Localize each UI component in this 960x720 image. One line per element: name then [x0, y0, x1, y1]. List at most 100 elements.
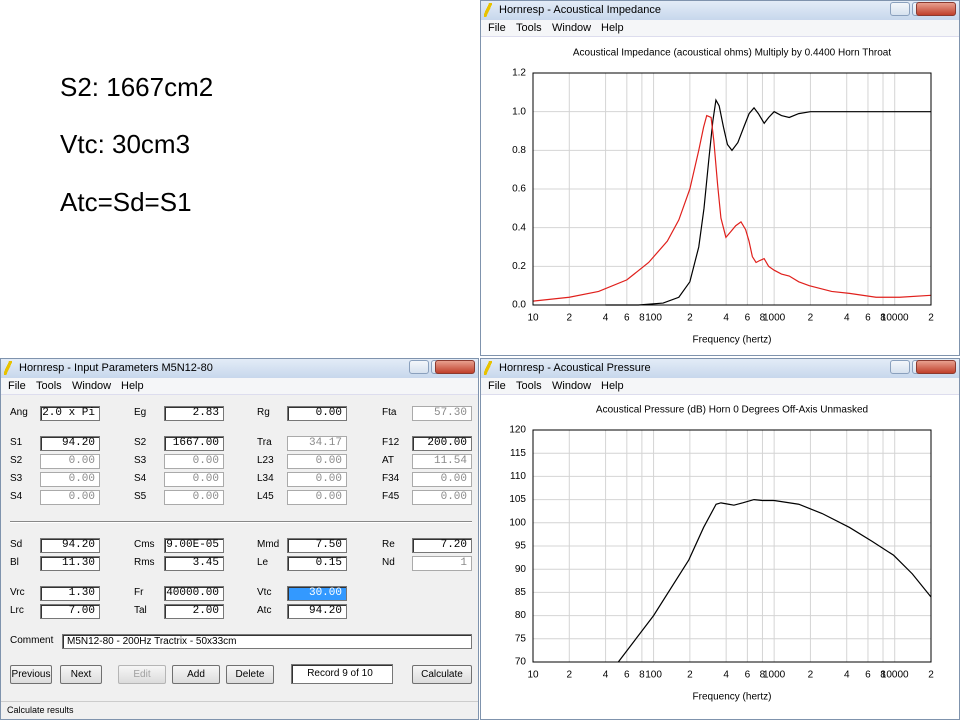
param-label: Tra [257, 437, 272, 448]
title-bar: Hornresp - Input Parameters M5N12-80 [1, 359, 478, 378]
param-label: Tal [134, 605, 147, 616]
param-field[interactable]: 0.00 [287, 490, 347, 505]
param-field[interactable]: 200.00 [412, 436, 472, 451]
param-field[interactable]: 2.83 [164, 406, 224, 421]
menu-item[interactable]: Help [601, 22, 624, 34]
menu-item[interactable]: Tools [36, 380, 62, 392]
param-field[interactable]: 0.00 [40, 490, 100, 505]
param-label: S2 [134, 437, 147, 448]
menu-item[interactable]: Window [552, 380, 592, 392]
param-field[interactable]: 0.00 [287, 406, 347, 421]
param-field[interactable]: 94.20 [40, 538, 100, 553]
param-label: Lrc [10, 605, 24, 616]
menu-item[interactable]: File [488, 22, 506, 34]
menu-item[interactable]: File [8, 380, 26, 392]
param-field[interactable]: 0.00 [412, 472, 472, 487]
menu-item[interactable]: Window [72, 380, 112, 392]
param-field[interactable]: 94.20 [40, 436, 100, 451]
button[interactable]: Next [60, 665, 102, 684]
button[interactable]: Calculate [412, 665, 472, 684]
param-field[interactable]: 57.30 [412, 406, 472, 421]
menu-item[interactable]: Help [601, 380, 624, 392]
note-text: S2: 1667cm2 [60, 72, 214, 102]
menu-item[interactable]: Window [552, 22, 592, 34]
param-field[interactable]: 2.00 [164, 604, 224, 619]
param-label: Sd [10, 539, 23, 550]
app-icon [4, 361, 12, 375]
param-field[interactable]: 7.00 [40, 604, 100, 619]
param-label: S4 [10, 491, 23, 502]
param-label: S4 [134, 473, 147, 484]
note-text: Vtc: 30cm3 [60, 129, 191, 159]
param-label: Vtc [257, 587, 272, 598]
param-label: S5 [134, 491, 147, 502]
comment-field[interactable]: M5N12-80 - 200Hz Tractrix - 50x33cm [62, 634, 472, 649]
note-text: Atc=Sd=S1 [60, 187, 192, 217]
param-field[interactable]: 94.20 [287, 604, 347, 619]
param-field[interactable]: 1667.00 [164, 436, 224, 451]
param-label: Bl [10, 557, 19, 568]
param-label: Rg [257, 407, 270, 418]
param-field[interactable]: 0.00 [164, 490, 224, 505]
menu-item[interactable]: Help [121, 380, 144, 392]
param-field[interactable]: 0.00 [40, 454, 100, 469]
button: Edit [118, 665, 166, 684]
status-bar: Calculate results [1, 701, 478, 719]
param-field[interactable]: 9.00E-05 [164, 538, 224, 553]
menu-item[interactable]: File [488, 380, 506, 392]
button[interactable]: Delete [226, 665, 274, 684]
param-field[interactable]: 0.00 [287, 454, 347, 469]
param-field[interactable]: 7.20 [412, 538, 472, 553]
title-bar: Hornresp - Acoustical Impedance [481, 1, 959, 20]
window-close-button[interactable] [916, 360, 956, 374]
menu-item[interactable]: Tools [516, 22, 542, 34]
menu-bar [481, 378, 959, 395]
menu-item[interactable]: Tools [516, 380, 542, 392]
param-field[interactable]: 30.00 [287, 586, 347, 601]
window [480, 0, 960, 356]
param-field[interactable]: 40000.00 [164, 586, 224, 601]
param-label: Fr [134, 587, 144, 598]
param-field[interactable]: 7.50 [287, 538, 347, 553]
param-field[interactable]: 11.30 [40, 556, 100, 571]
param-label: Cms [134, 539, 155, 550]
param-label: F45 [382, 491, 400, 502]
param-label: Nd [382, 557, 395, 568]
window-min-button[interactable] [890, 360, 910, 374]
param-field[interactable]: 0.00 [287, 472, 347, 487]
param-label: AT [382, 455, 395, 466]
param-field[interactable]: 34.17 [287, 436, 347, 451]
param-field[interactable]: 3.45 [164, 556, 224, 571]
param-field[interactable]: 0.00 [164, 472, 224, 487]
param-label: L45 [257, 491, 274, 502]
app-icon [484, 3, 492, 17]
button[interactable]: Add [172, 665, 220, 684]
param-label: Vrc [10, 587, 25, 598]
param-label: S2 [10, 455, 23, 466]
param-label: Rms [134, 557, 155, 568]
param-field[interactable]: 0.00 [40, 472, 100, 487]
param-field[interactable]: 11.54 [412, 454, 472, 469]
window-close-button[interactable] [435, 360, 475, 374]
param-label: Re [382, 539, 395, 550]
comment-label: Comment [10, 635, 54, 646]
param-field[interactable]: 0.15 [287, 556, 347, 571]
title-bar: Hornresp - Acoustical Pressure [481, 359, 959, 378]
window [480, 358, 960, 720]
button[interactable]: Previous [10, 665, 52, 684]
param-label: Ang [10, 407, 28, 418]
window-min-button[interactable] [409, 360, 429, 374]
param-field[interactable]: 2.0 x Pi [40, 406, 100, 421]
param-field[interactable]: 0.00 [412, 490, 472, 505]
param-label: L34 [257, 473, 274, 484]
param-label: Eg [134, 407, 147, 418]
window-close-button[interactable] [916, 2, 956, 16]
param-label: S3 [134, 455, 147, 466]
param-label: S1 [10, 437, 23, 448]
menu-bar [481, 20, 959, 37]
param-label: F12 [382, 437, 400, 448]
param-field[interactable]: 1 [412, 556, 472, 571]
window-min-button[interactable] [890, 2, 910, 16]
param-field[interactable]: 0.00 [164, 454, 224, 469]
param-field[interactable]: 1.30 [40, 586, 100, 601]
